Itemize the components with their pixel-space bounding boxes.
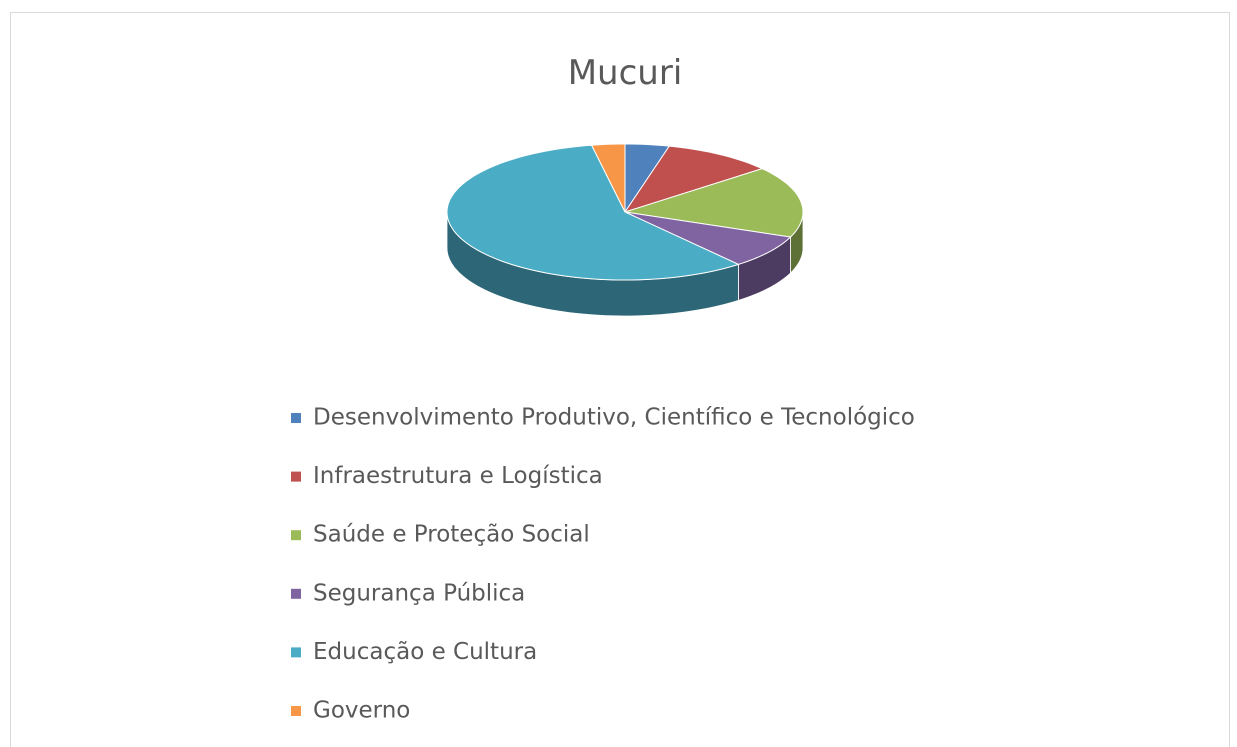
- pie-slice: [624, 211, 792, 265]
- legend-swatch: [291, 530, 301, 541]
- legend-swatch: [291, 706, 301, 716]
- legend-label: Infraestrutura e Logística: [313, 463, 603, 489]
- legend-swatch: [291, 647, 301, 658]
- legend-swatch: [291, 413, 301, 423]
- legend-swatch: [291, 471, 301, 482]
- legend-label: Segurança Pública: [313, 580, 525, 606]
- legend-label: Desenvolvimento Produtivo, Científico e …: [313, 405, 915, 431]
- pie-slice: [446, 144, 740, 281]
- chart-title: Mucuri: [568, 53, 683, 93]
- chart-frame: [10, 12, 1230, 747]
- legend: Desenvolvimento Produtivo, Científico e …: [291, 405, 915, 724]
- pie-slice: [590, 143, 626, 213]
- pie-tops: [446, 143, 804, 281]
- pie-slice: [624, 168, 804, 238]
- legend-label: Governo: [313, 698, 410, 724]
- legend-label: Educação e Cultura: [313, 639, 537, 665]
- legend-label: Saúde e Proteção Social: [313, 522, 590, 548]
- pie-slice: [623, 145, 764, 213]
- legend-swatch: [291, 588, 301, 599]
